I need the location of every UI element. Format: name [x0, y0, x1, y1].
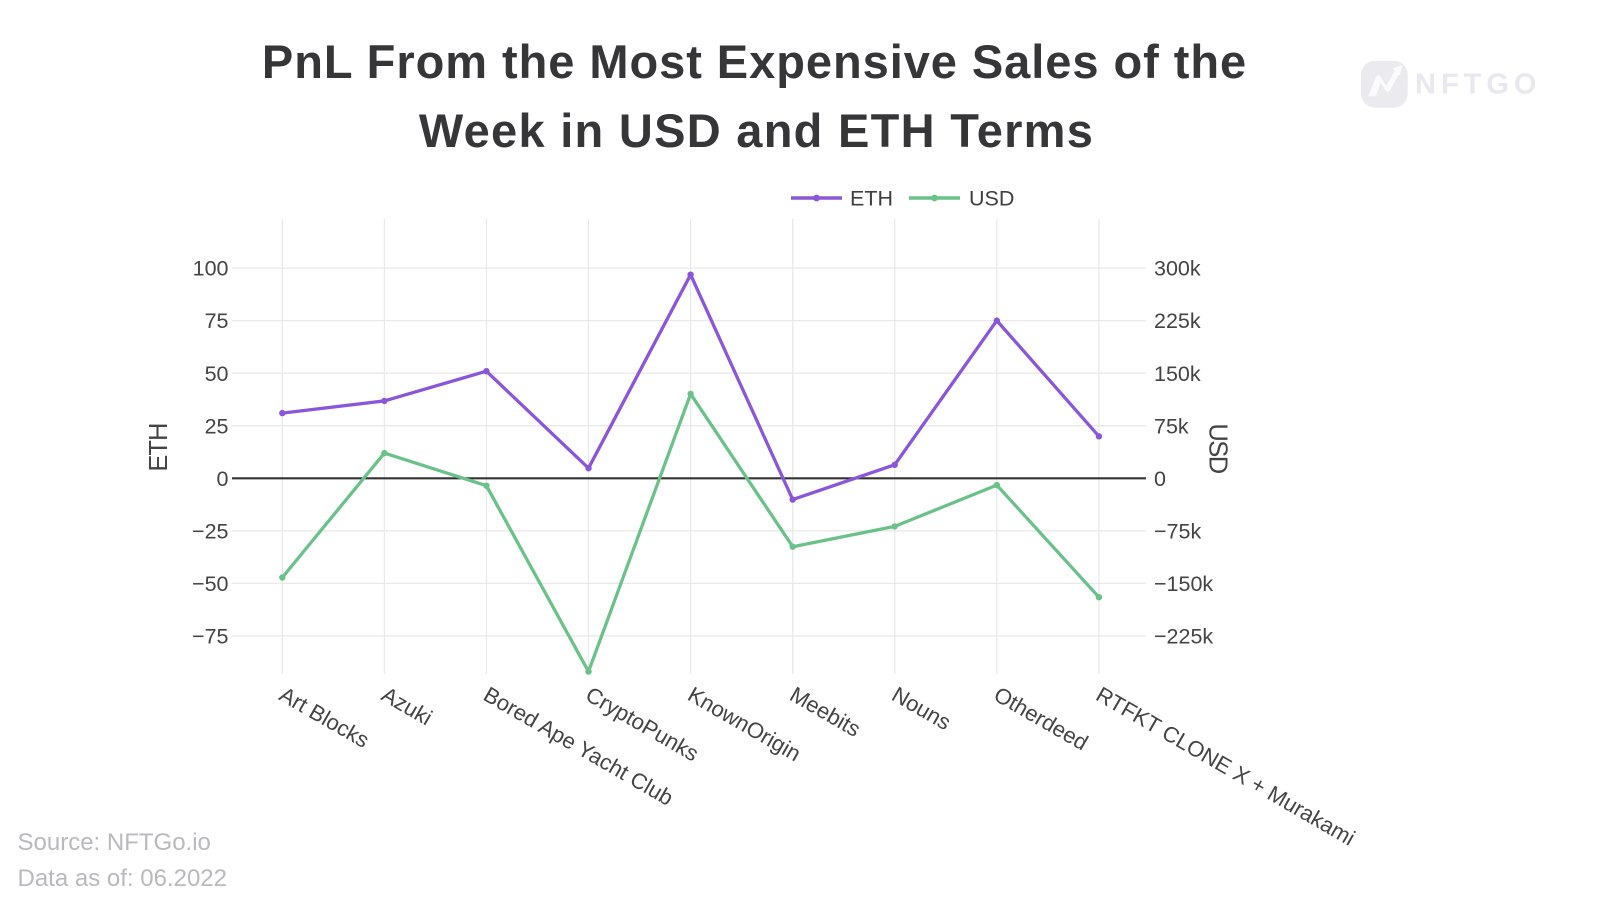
svg-text:−150k: −150k	[1154, 572, 1213, 596]
svg-text:ETH: ETH	[850, 186, 893, 210]
svg-text:−50: −50	[192, 572, 229, 596]
svg-text:Art Blocks: Art Blocks	[275, 682, 373, 753]
svg-text:KnownOrigin: KnownOrigin	[684, 682, 806, 767]
svg-text:50: 50	[205, 362, 229, 386]
svg-text:ETH: ETH	[145, 424, 173, 472]
svg-text:Otherdeed: Otherdeed	[990, 682, 1093, 756]
svg-text:100: 100	[193, 257, 229, 281]
svg-text:RTFKT CLONE X + Murakami: RTFKT CLONE X + Murakami	[1092, 682, 1359, 851]
svg-text:−75k: −75k	[1154, 519, 1201, 543]
svg-text:Meebits: Meebits	[786, 682, 865, 742]
svg-text:0: 0	[217, 467, 229, 491]
svg-text:−225k: −225k	[1154, 625, 1213, 649]
svg-text:225k: 225k	[1154, 309, 1201, 333]
svg-text:USD: USD	[969, 186, 1014, 210]
svg-text:0: 0	[1154, 467, 1166, 491]
svg-text:25: 25	[205, 414, 229, 438]
svg-text:75: 75	[205, 309, 229, 333]
svg-text:150k: 150k	[1154, 362, 1201, 386]
svg-text:−75: −75	[192, 625, 229, 649]
svg-text:USD: USD	[1204, 423, 1232, 473]
svg-text:75k: 75k	[1154, 414, 1189, 438]
svg-text:Bored Ape Yacht Club: Bored Ape Yacht Club	[479, 682, 677, 811]
svg-text:Azuki: Azuki	[377, 682, 436, 731]
svg-text:300k: 300k	[1154, 257, 1201, 281]
svg-text:Nouns: Nouns	[888, 682, 956, 735]
svg-text:NFTGO: NFTGO	[1415, 69, 1542, 101]
svg-text:−25: −25	[192, 519, 229, 543]
